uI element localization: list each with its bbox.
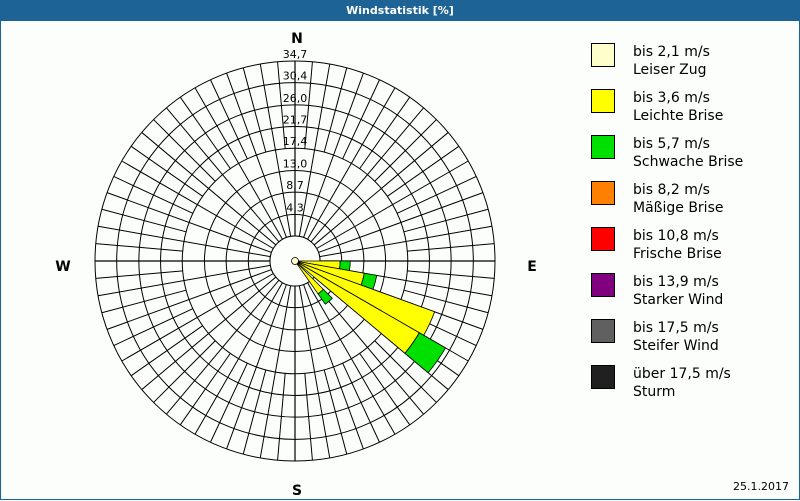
legend-swatch [591,89,615,113]
radial-tick-label: 17,4 [283,135,308,148]
radial-tick-label: 34,7 [283,48,308,61]
legend-label: über 17,5 m/s Sturm [633,366,731,400]
radial-tick-label: 26,0 [283,92,308,105]
legend-label: bis 2,1 m/s Leiser Zug [633,44,710,78]
legend-swatch [591,319,615,343]
radial-tick-label: 13,0 [283,157,308,170]
wind-sectors [294,260,447,374]
calm-marker [291,257,299,265]
legend-label: bis 13,9 m/s Starker Wind [633,274,724,308]
radial-tick-label: 8,7 [286,179,304,192]
polar-grid [94,60,496,462]
radial-tick-label: 21,7 [283,114,308,127]
wind-sector [404,332,447,374]
compass-label-east: E [527,259,537,275]
compass-label-north: N [291,31,303,47]
legend-swatch [591,227,615,251]
radial-tick-label: 30,4 [283,70,308,83]
wind-sector [317,288,333,305]
date-label: 25.1.2017 [733,480,789,493]
compass-label-west: W [55,259,70,275]
legend-label: bis 8,2 m/s Mäßige Brise [633,182,724,216]
compass-label-south: S [292,483,302,499]
legend-swatch [591,365,615,389]
legend-swatch [591,273,615,297]
radial-tick-label: 4,3 [286,201,304,214]
legend-swatch [591,43,615,67]
legend-label: bis 5,7 m/s Schwache Brise [633,136,744,170]
legend-label: bis 17,5 m/s Steifer Wind [633,320,719,354]
legend-label: bis 3,6 m/s Leichte Brise [633,90,724,124]
legend-label: bis 10,8 m/s Frische Brise [633,228,722,262]
legend-swatch [591,181,615,205]
window-title: Windstatistik [%] [1,1,799,21]
legend-swatch [591,135,615,159]
